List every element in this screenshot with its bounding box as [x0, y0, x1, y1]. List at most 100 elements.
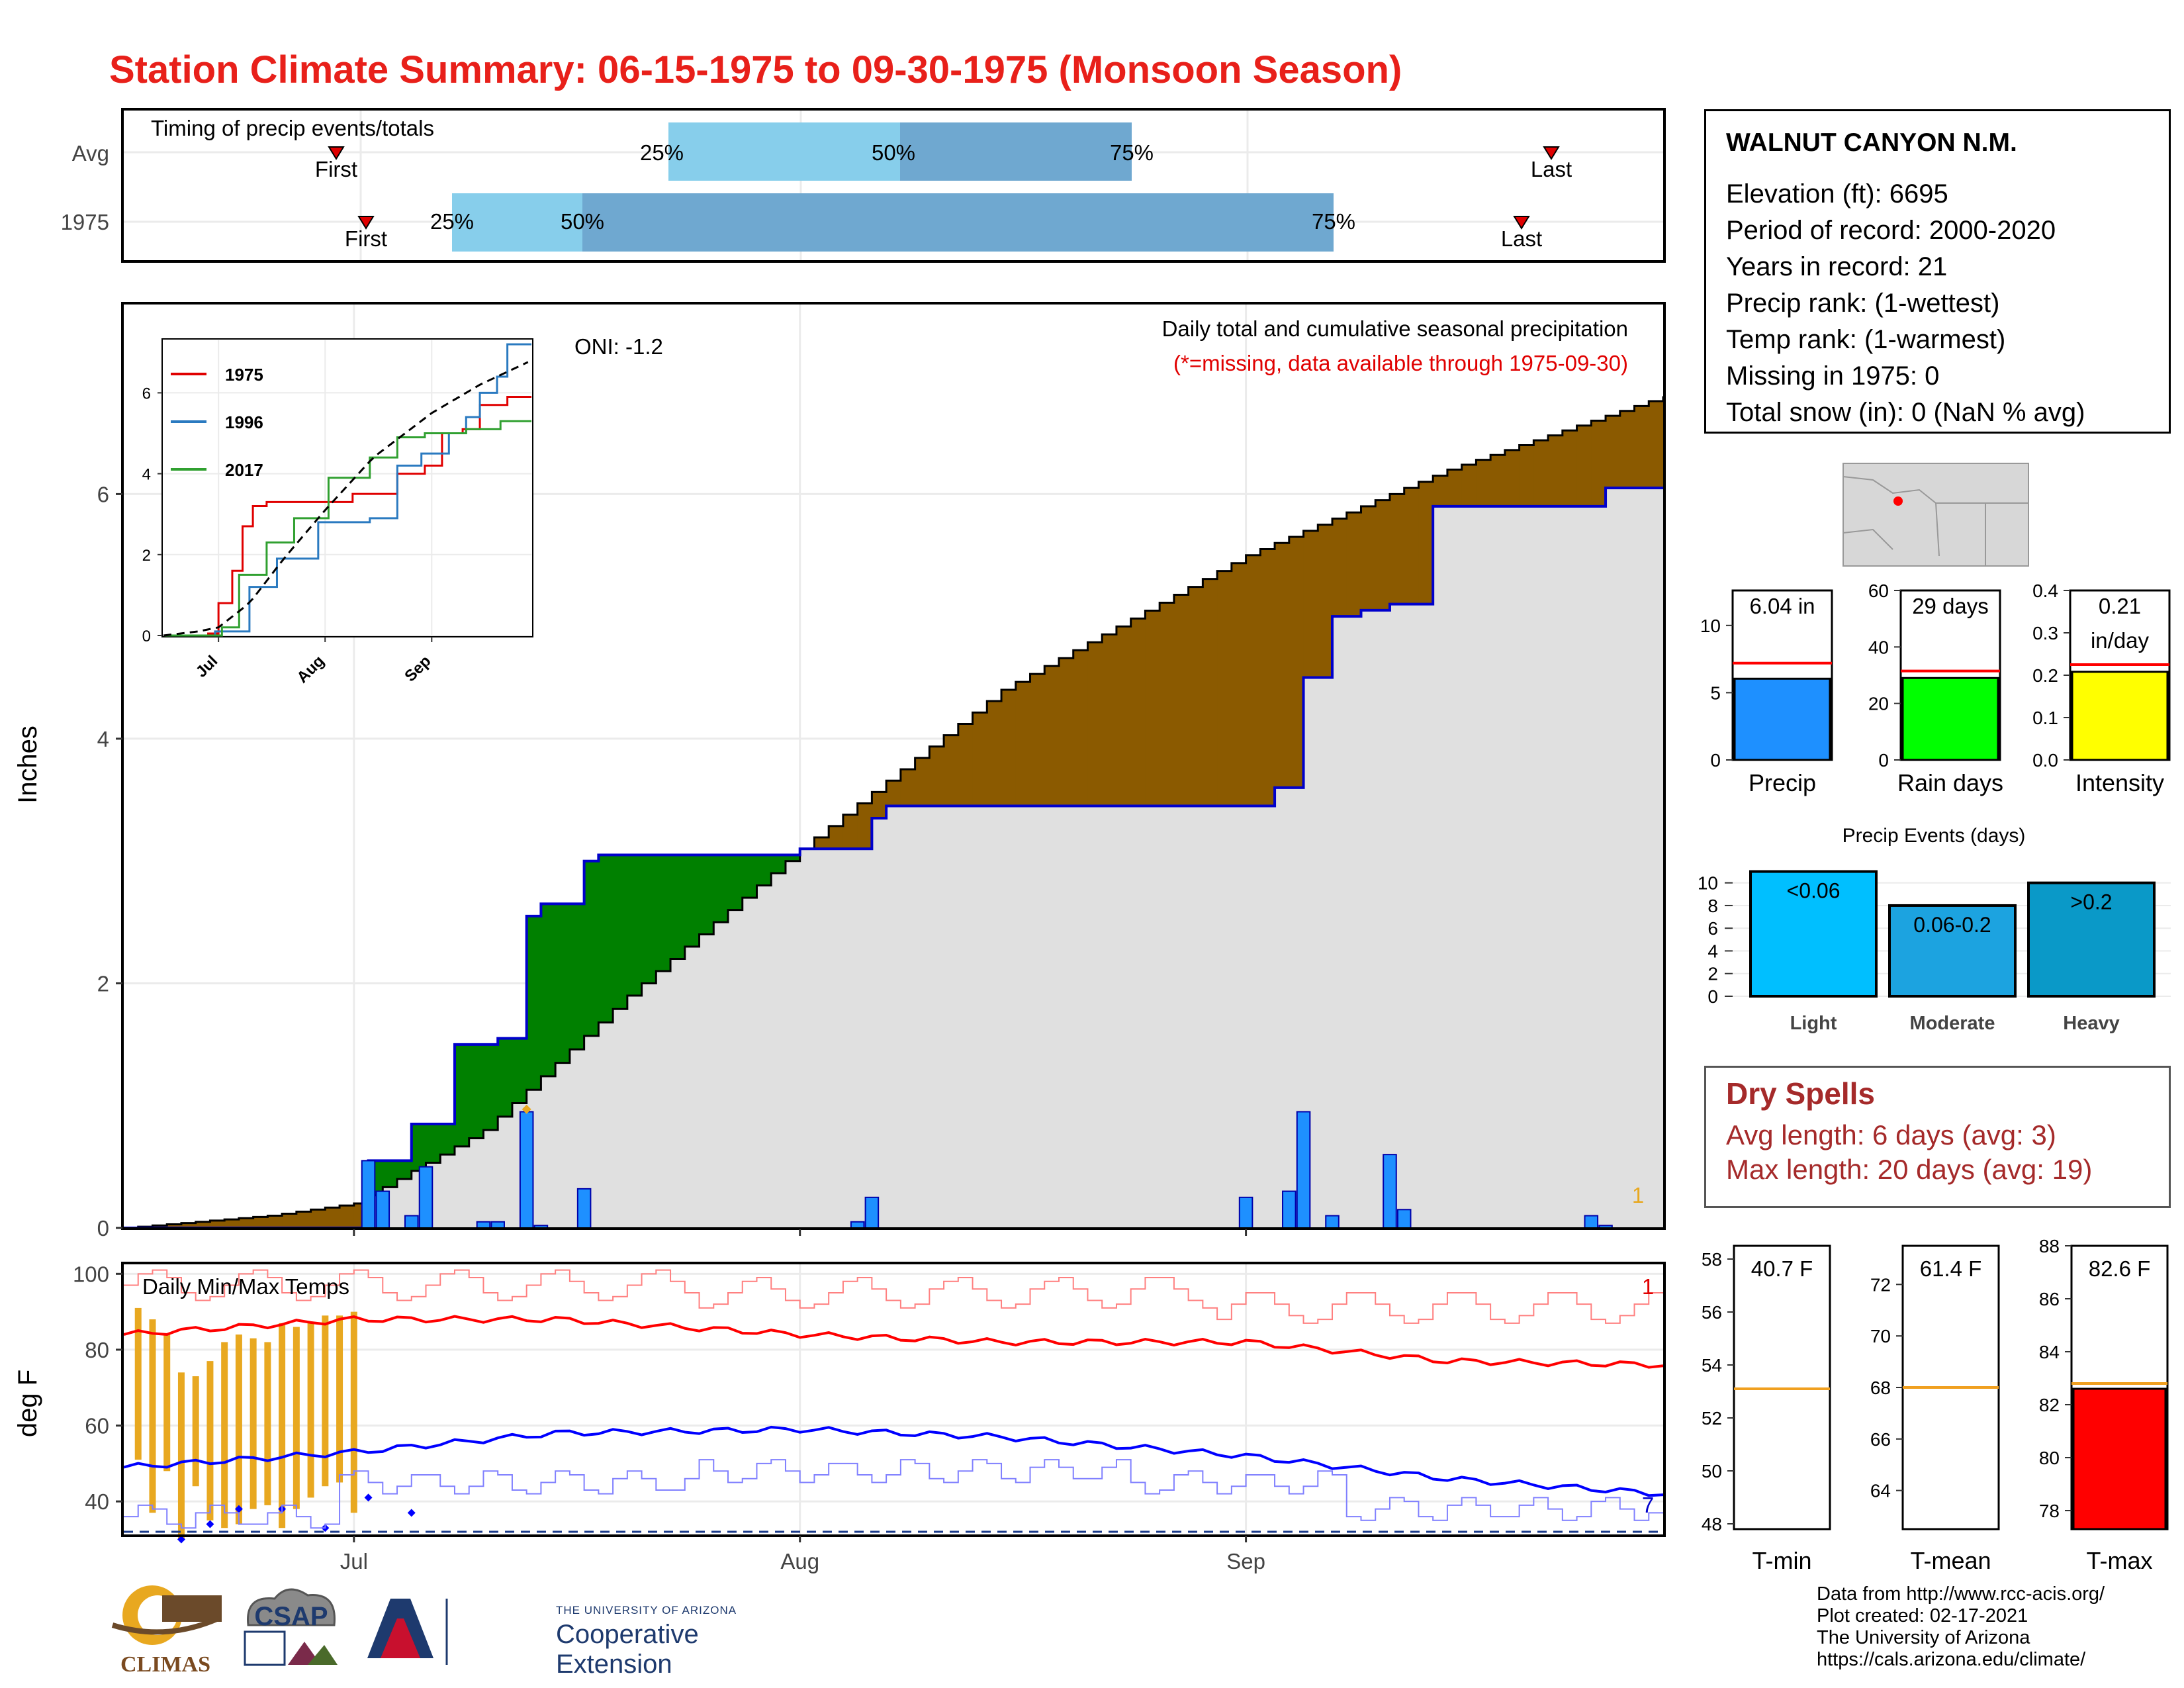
precip-diff-segment: [1375, 500, 1390, 610]
summary-ytick-label: 0.1: [2032, 708, 2058, 728]
daily-temp-range-bar: [279, 1323, 286, 1528]
daily-precip-bar: [1383, 1154, 1397, 1229]
inset-avg-line: [163, 361, 529, 637]
precip-diff-segment: [1504, 449, 1520, 506]
year-last-label: Last: [1501, 226, 1542, 251]
daily-precip-bar: [1584, 1215, 1599, 1229]
temp-ylabel: deg F: [13, 1370, 42, 1437]
footer-credits: Data from http://www.rcc-acis.org/ Plot …: [1817, 1583, 2105, 1671]
summary-bars: 0 5 10 6.04 in Precip 0 20 40 60 29 days Rain days…: [1700, 581, 2171, 796]
precip-diff-segment: [195, 1221, 210, 1228]
daily-temp-range-bar: [322, 1315, 329, 1487]
precip-diff-segment: [1433, 475, 1448, 506]
temp-summary-value-bar: [2072, 1387, 2167, 1530]
events-category-label: Moderate: [1910, 1013, 1995, 1034]
precip-diff-segment: [238, 1218, 254, 1228]
daily-precip-bar: [1396, 1209, 1412, 1229]
climas-logo-text: CLIMAS: [120, 1652, 210, 1677]
precip-diff-segment: [958, 724, 974, 806]
ua-extension-text: THE UNIVERSITY OF ARIZONA Cooperative Ex…: [556, 1604, 741, 1679]
csap-logo-text: CSAP: [254, 1602, 328, 1631]
precip-diff-segment: [483, 1044, 498, 1131]
precip-diff-segment: [325, 1207, 340, 1228]
temp-summary-3: 78 80 82 84 86 88 82.6 F T-max: [2039, 1236, 2169, 1574]
summary-ytick-label: 0.2: [2032, 665, 2058, 686]
avg-q25-label: 25%: [640, 140, 684, 165]
summary-ytick-label: 0.0: [2032, 750, 2058, 771]
daily-temp-range-bar: [250, 1338, 257, 1509]
precip-diff-segment: [872, 792, 887, 819]
precip-diff-segment: [512, 1038, 527, 1103]
daily-precip-bar: [1238, 1196, 1253, 1229]
summary-bar-value: [1901, 677, 1999, 761]
precip-diff-segment: [498, 1038, 513, 1117]
inset-legend: 1975 1996 2017: [171, 365, 263, 480]
info-years: Years in record: 21: [1726, 252, 1948, 281]
summary-ytick-label: 40: [1868, 637, 1889, 657]
summary-value-label: 29 days: [1912, 594, 1989, 618]
precip-diff-segment: [641, 855, 657, 984]
info-temp-rank: Temp rank: (1-warmest): [1726, 325, 2006, 354]
temp-summary-ytick-label: 50: [1702, 1461, 1722, 1481]
precip-diff-segment: [253, 1217, 268, 1228]
events-ytick-label: 0: [1707, 986, 1718, 1007]
precip-diff-segment: [1116, 626, 1132, 806]
daily-temp-range-bar: [336, 1315, 343, 1483]
daily-precip-bar: [576, 1188, 592, 1229]
year-q50-label: 50%: [561, 209, 604, 234]
avg-box-25-50: [668, 122, 900, 181]
events-bar: [2027, 881, 2156, 998]
precip-diff-segment: [1389, 494, 1405, 604]
record-high-line: [124, 1269, 1663, 1324]
events-ytick-label: 8: [1707, 896, 1718, 916]
precip-diff-segment: [627, 855, 643, 996]
daily-temp-range-bar: [134, 1307, 142, 1460]
precip-diff-segment: [1318, 524, 1333, 678]
avg-last-label: Last: [1531, 157, 1572, 181]
daily-precip-bar: [404, 1215, 419, 1229]
precip-daily-bars: [361, 1104, 1613, 1229]
ua-big-text: Cooperative Extension: [556, 1620, 699, 1679]
station-info-box: WALNUT CANYON N.M. Elevation (ft): 6695 …: [1704, 109, 2171, 434]
inset-ytick-label: 4: [142, 466, 151, 484]
precip-diff-segment: [411, 1123, 427, 1171]
precip-diff-segment: [1217, 571, 1232, 806]
daily-precip-bar: [1296, 1111, 1311, 1229]
daily-precip-bar: [1325, 1215, 1340, 1229]
precip-diff-segment: [728, 855, 743, 910]
precip-diff-segment: [167, 1224, 182, 1228]
inset-legend-1975: 1975: [225, 365, 263, 385]
time-xtick-label: Jul: [340, 1549, 368, 1573]
summary-value-label: in/day: [2091, 628, 2150, 653]
precip-missing-note: (*=missing, data available through 1975-…: [1173, 351, 1628, 375]
summary-ytick-label: 0: [1710, 750, 1721, 771]
year-box-50-75: [582, 193, 1334, 252]
precip-diff-segment: [1562, 430, 1578, 506]
temp-summary-ytick-label: 84: [2039, 1342, 2060, 1362]
summary-bar-3: 0.0 0.1 0.2 0.3 0.4 0.21 in/day Intensity: [2032, 581, 2171, 796]
avg-first-label: First: [315, 157, 357, 181]
year-first-marker: [357, 216, 375, 230]
year-cumulative-line: [124, 487, 1663, 1229]
info-period: Period of record: 2000-2020: [1726, 216, 2056, 245]
events-bar: [1749, 870, 1878, 998]
avg-first-marker: [328, 146, 345, 160]
inset-legend-1996: 1996: [225, 412, 263, 432]
precip-diff-segment: [541, 904, 556, 1076]
daily-precip-bar: [361, 1160, 376, 1229]
precip-diff-segment: [340, 1205, 355, 1228]
timing-row-avg: Avg: [72, 141, 109, 165]
record-low-marker: [206, 1520, 214, 1528]
precip-diff-segment: [900, 769, 916, 806]
events-bar-label: 0.06-0.2: [1913, 913, 1991, 937]
events-ytick-label: 6: [1707, 918, 1718, 939]
year-box-25-50: [452, 193, 582, 252]
precip-diff-segment: [842, 814, 858, 849]
record-low-marker: [177, 1535, 185, 1544]
precip-diff-segment: [224, 1219, 240, 1228]
precip-ytick-label: 2: [97, 971, 109, 996]
precip-diff-segment: [1519, 445, 1534, 506]
precip-diff-segment: [1173, 594, 1189, 806]
